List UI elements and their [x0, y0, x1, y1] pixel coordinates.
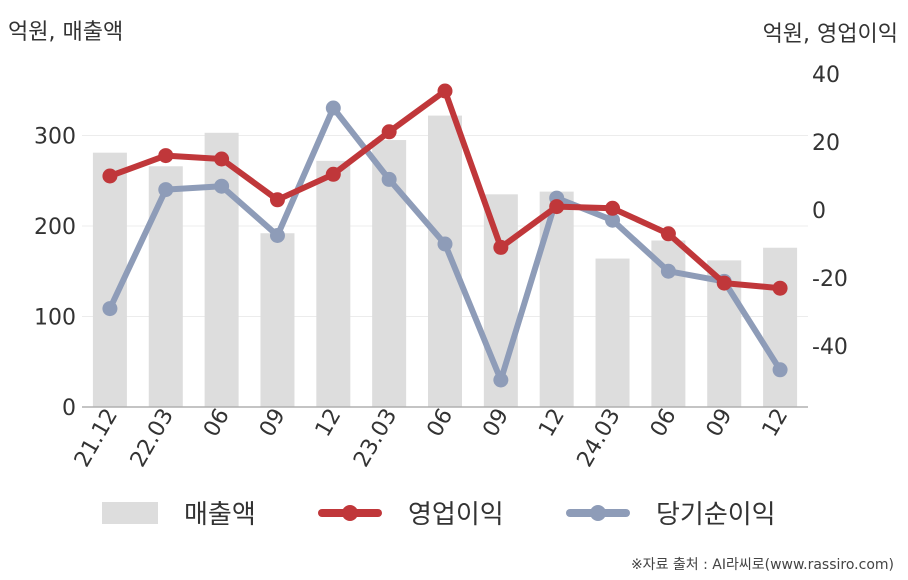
- right-tick-label: 0: [812, 199, 826, 224]
- left-tick-label: 100: [34, 306, 76, 331]
- point-operating-profit: [269, 192, 285, 208]
- legend-label-operating-profit: 영업이익: [408, 500, 504, 530]
- point-net-income: [772, 362, 788, 378]
- point-operating-profit: [493, 239, 509, 255]
- point-net-income: [660, 263, 676, 279]
- point-net-income: [605, 212, 621, 228]
- left-axis-unit-label: 억원, 매출액: [8, 20, 124, 45]
- x-tick-label: 06: [646, 405, 682, 442]
- legend-item-revenue: 매출액: [102, 494, 256, 531]
- x-tick-label: 22.03: [126, 405, 179, 472]
- point-operating-profit: [772, 280, 788, 296]
- bar-revenue: [539, 191, 574, 407]
- legend-item-operating-profit: 영업이익: [318, 494, 504, 531]
- right-tick-label: 40: [812, 63, 840, 88]
- point-operating-profit: [102, 168, 118, 184]
- right-tick-label: -20: [812, 267, 848, 292]
- x-tick-label: 23.03: [349, 405, 402, 472]
- point-net-income: [325, 100, 341, 116]
- point-operating-profit: [381, 124, 397, 140]
- left-tick-label: 0: [62, 396, 76, 421]
- x-tick-label: 24.03: [573, 405, 626, 472]
- legend-label-net-income: 당기순이익: [656, 500, 776, 530]
- point-operating-profit: [549, 199, 565, 215]
- point-operating-profit: [214, 151, 230, 167]
- point-operating-profit: [158, 148, 174, 164]
- point-net-income: [158, 182, 174, 198]
- x-tick-label: 09: [478, 405, 514, 442]
- bar-revenue: [148, 166, 183, 407]
- legend-swatch-operating-profit: [318, 504, 382, 521]
- right-axis-unit-label: 억원, 영업이익: [762, 22, 898, 47]
- left-tick-label: 300: [34, 125, 76, 150]
- point-operating-profit: [325, 166, 341, 182]
- bar-revenue: [260, 233, 295, 407]
- point-operating-profit: [605, 200, 621, 216]
- bar-revenue: [763, 247, 798, 407]
- legend-swatch-revenue: [102, 501, 158, 524]
- source-credit: ※자료 출처 : AI라씨로(www.rassiro.com): [630, 557, 894, 573]
- bar-revenue: [428, 115, 462, 407]
- point-operating-profit: [437, 83, 453, 99]
- point-operating-profit: [716, 275, 732, 291]
- x-tick-label: 12: [758, 405, 794, 442]
- point-net-income: [269, 228, 285, 243]
- left-tick-label: 200: [34, 215, 76, 240]
- legend-item-net-income: 당기순이익: [566, 494, 776, 531]
- x-tick-label: 09: [702, 405, 738, 442]
- x-tick-label: 12: [534, 405, 570, 442]
- legend-swatch-net-income: [566, 504, 630, 521]
- point-net-income: [214, 178, 230, 194]
- right-tick-label: -40: [812, 335, 848, 360]
- x-tick-label: 09: [255, 405, 291, 442]
- bar-revenue: [204, 132, 239, 407]
- x-tick-label: 12: [311, 405, 347, 442]
- bar-revenue: [595, 258, 630, 407]
- point-net-income: [493, 372, 509, 388]
- bar-revenue: [316, 160, 351, 407]
- x-tick-label: 06: [423, 405, 459, 442]
- legend-label-revenue: 매출액: [184, 500, 256, 530]
- x-tick-label: 06: [199, 405, 235, 442]
- x-tick-label: 21.12: [70, 405, 123, 472]
- point-net-income: [381, 171, 397, 187]
- point-net-income: [102, 301, 118, 317]
- point-operating-profit: [660, 226, 676, 242]
- right-tick-label: 20: [812, 131, 840, 156]
- point-net-income: [437, 236, 453, 252]
